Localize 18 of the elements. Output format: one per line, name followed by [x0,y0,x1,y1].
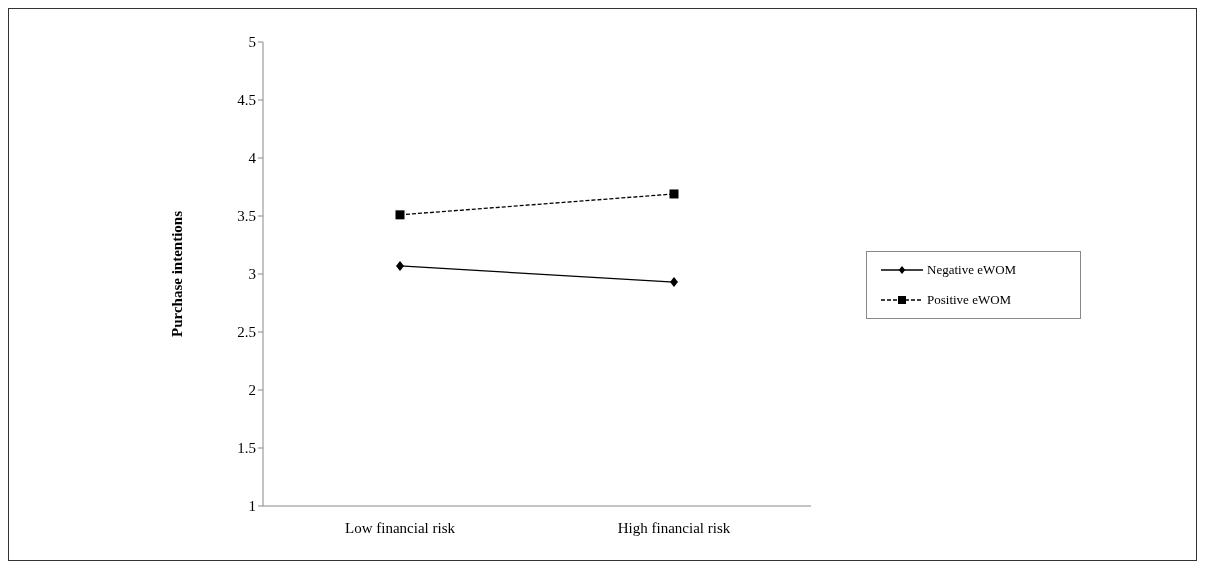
legend-label: Positive eWOM [927,291,1012,308]
point [395,210,405,220]
point [669,189,679,199]
y-tick-label: 3 [248,266,256,283]
y-tick-label: 4 [248,150,257,167]
point [396,260,404,271]
y-tick-label: 5 [248,34,256,51]
y-tick-label: 1 [248,498,256,515]
y-tick-label: 2 [248,382,256,399]
y-axis-title: Purchase intentions [169,210,186,337]
point [670,277,678,288]
legend-label: Negative eWOM [927,261,1017,278]
y-tick-label: 4.5 [237,92,256,109]
y-tick-label: 3.5 [237,208,256,225]
x-tick-label: Low financial risk [345,519,456,536]
x-tick-label: High financial risk [617,519,731,536]
y-tick-label: 2.5 [237,324,256,341]
y-tick-label: 1.5 [237,440,256,457]
